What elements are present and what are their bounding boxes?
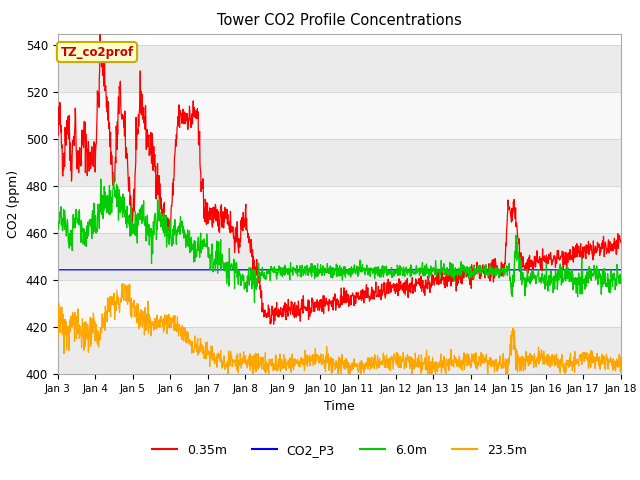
- Text: TZ_co2prof: TZ_co2prof: [60, 46, 134, 59]
- Title: Tower CO2 Profile Concentrations: Tower CO2 Profile Concentrations: [217, 13, 461, 28]
- Bar: [58, 327, 621, 374]
- X-axis label: Time: Time: [324, 400, 355, 413]
- Bar: [58, 186, 621, 233]
- Bar: [58, 139, 621, 186]
- Bar: [58, 280, 621, 327]
- Y-axis label: CO2 (ppm): CO2 (ppm): [7, 170, 20, 238]
- Bar: [58, 92, 621, 139]
- Bar: [58, 45, 621, 92]
- Legend: 0.35m, CO2_P3, 6.0m, 23.5m: 0.35m, CO2_P3, 6.0m, 23.5m: [147, 439, 532, 462]
- Bar: [58, 233, 621, 280]
